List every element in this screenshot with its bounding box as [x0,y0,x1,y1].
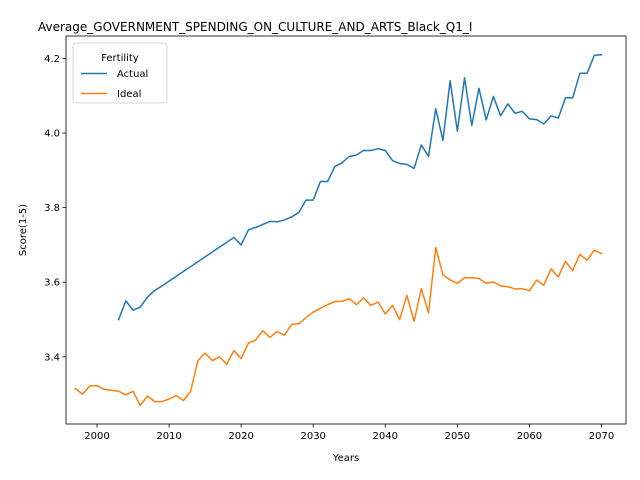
legend-label-actual: Actual [117,69,148,80]
legend-title: Fertility [101,53,139,64]
x-tick-label: 2020 [228,431,253,442]
chart-title: Average_GOVERNMENT_SPENDING_ON_CULTURE_A… [38,20,472,34]
legend: Fertility Actual Ideal [72,42,168,104]
plot-frame [65,35,627,425]
x-tick-label: 2010 [156,431,181,442]
y-tick-label: 3.8 [44,203,60,214]
x-tick-label: 2000 [84,431,109,442]
x-tick-label: 2070 [589,431,614,442]
y-axis-ticks: 3.4 3.6 3.8 4.0 4.2 [44,54,66,363]
y-tick-label: 3.4 [44,352,60,363]
legend-label-ideal: Ideal [117,89,141,100]
x-tick-label: 2060 [517,431,542,442]
y-tick-label: 3.6 [44,278,60,289]
y-axis-label: Score(1-5) [18,204,29,256]
series-line-actual [117,53,603,321]
y-tick-label: 4.2 [44,54,60,65]
x-axis-ticks: 2000 2010 2020 2030 2040 2050 2060 2070 [84,424,614,442]
y-tick-label: 4.0 [44,129,60,140]
legend-items: Actual Ideal [81,69,148,100]
x-tick-label: 2040 [373,431,398,442]
x-axis-label: Years [332,453,359,464]
plot-lines [74,53,603,407]
legend-box [72,42,168,104]
series-line-ideal [74,246,603,407]
x-tick-label: 2030 [300,431,325,442]
x-tick-label: 2050 [445,431,470,442]
